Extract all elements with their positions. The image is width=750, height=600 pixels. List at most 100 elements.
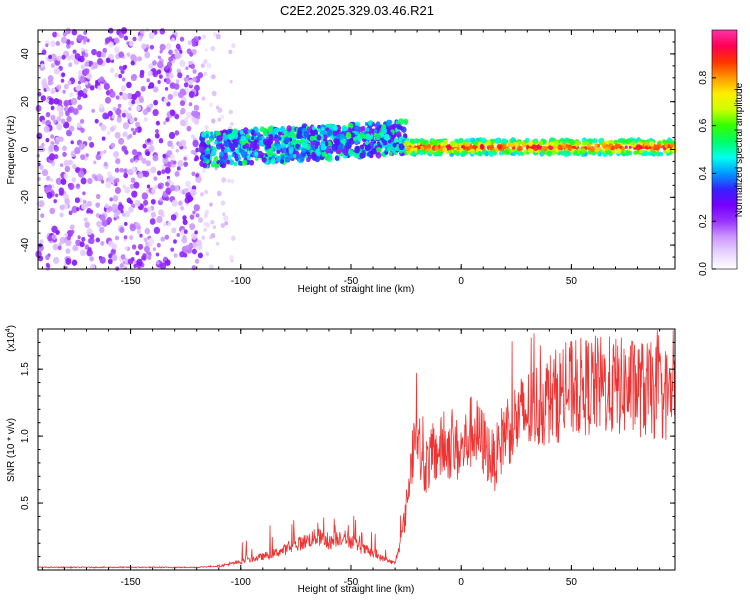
spectrogram-point [321,151,326,157]
spectrogram-point [80,64,86,70]
spectrogram-point [37,145,44,153]
spectrogram-point [99,256,106,264]
spectrogram-point [78,143,85,150]
spectrogram-point [141,192,149,200]
x-tick-label: -100 [231,577,251,588]
spectrogram-point [544,143,549,147]
spectrogram-point [199,136,204,141]
spectrogram-point [223,215,229,221]
spectrogram-point [109,67,115,74]
spectrogram-point [126,197,132,204]
spectrogram-point [62,145,67,152]
spectrogram-point [388,151,393,157]
spectrogram-point [65,257,72,265]
spectrogram-point [174,48,178,53]
spectrogram-point [219,151,225,158]
x-tick-label: -50 [344,276,359,287]
x-tick-label: 0 [458,577,464,588]
spectrogram-point [311,130,316,137]
spectrogram-point [322,134,328,140]
spectrogram-point [209,138,213,142]
spectrogram-point [214,140,218,145]
spectrogram-point [172,160,177,165]
spectrogram-point [150,166,157,174]
spectrogram-point [60,178,67,186]
spectrogram-point [510,142,514,148]
spectrogram-point [38,200,45,208]
spectrogram-point [149,44,155,50]
spectrogram-point [121,212,126,217]
spectrogram-point [159,197,163,202]
spectrogram-point [56,123,63,131]
spectrogram-point [131,99,136,105]
spectrogram-point [71,259,78,266]
spectrogram-point [141,157,147,164]
spectrogram-point [82,88,88,94]
spectrogram-point [146,138,151,143]
spectrogram-point [50,87,56,94]
spectrogram-point [129,117,135,124]
spectrogram-point [164,166,171,174]
spectrogram-point [477,150,482,157]
spectrogram-point [147,255,152,261]
spectrogram-point [133,117,138,122]
spectrogram-point [100,179,105,184]
spectrogram-point [271,154,276,159]
spectrogram-point [63,99,70,107]
spectrogram-point [82,191,86,196]
snr-y-multiplier-close: ) [6,325,17,328]
spectrogram-point [510,152,514,156]
spectrogram-point [453,149,458,155]
spectrogram-point [202,34,206,39]
spectrogram-point [624,145,628,149]
spectrogram-point [58,136,64,142]
spectrogram-point [56,116,62,122]
spectrogram-point [173,83,180,90]
spectrogram-point [158,74,163,79]
spectrogram-point [668,138,673,144]
spectrogram-point [621,138,626,144]
spectrogram-point [104,37,111,44]
spectrogram-point [89,141,95,148]
spectrogram-point [191,265,197,271]
spectrogram-point [220,114,225,119]
spectrogram-point [635,150,640,155]
spectrogram-point [84,48,89,54]
spectrogram-point [203,71,208,76]
spectrogram-point [136,105,141,111]
spectrogram-point [246,155,252,161]
spectrogram-point [41,119,46,125]
spectrogram-point [553,140,559,147]
spectrogram-point [557,144,563,151]
spectrogram-point [169,154,176,161]
spectrogram-point [72,163,77,169]
spectrogram-point [120,69,125,75]
spectrogram-y-ticks: -40 -20 0 20 40 [20,29,675,270]
x-tick-label: 50 [566,276,578,287]
spectrogram-point [240,135,246,142]
spectrogram-point [417,145,421,150]
spectrogram-point [250,136,255,141]
spectrogram-point [100,124,107,131]
spectrogram-point [347,149,354,157]
spectrogram-point [190,150,195,155]
spectrogram-point [159,262,167,270]
spectrogram-point [209,235,213,240]
spectrogram-point [317,151,321,156]
colorbar-bar [711,29,738,270]
spectrogram-point [121,112,126,118]
spectrogram-point [195,213,200,218]
spectrogram-point [117,203,124,211]
spectrogram-point [150,211,157,218]
spectrogram-point [621,147,625,151]
spectrogram-point [71,229,75,234]
spectrogram-point [163,222,167,227]
spectrogram-point [45,137,50,143]
spectrogram-point [63,83,69,90]
spectrogram-point [464,142,469,147]
spectrogram-point [613,139,618,145]
spectrogram-point [113,179,118,184]
spectrogram-point [72,245,78,252]
spectrogram-point [152,86,159,93]
spectrogram-point [243,127,249,134]
